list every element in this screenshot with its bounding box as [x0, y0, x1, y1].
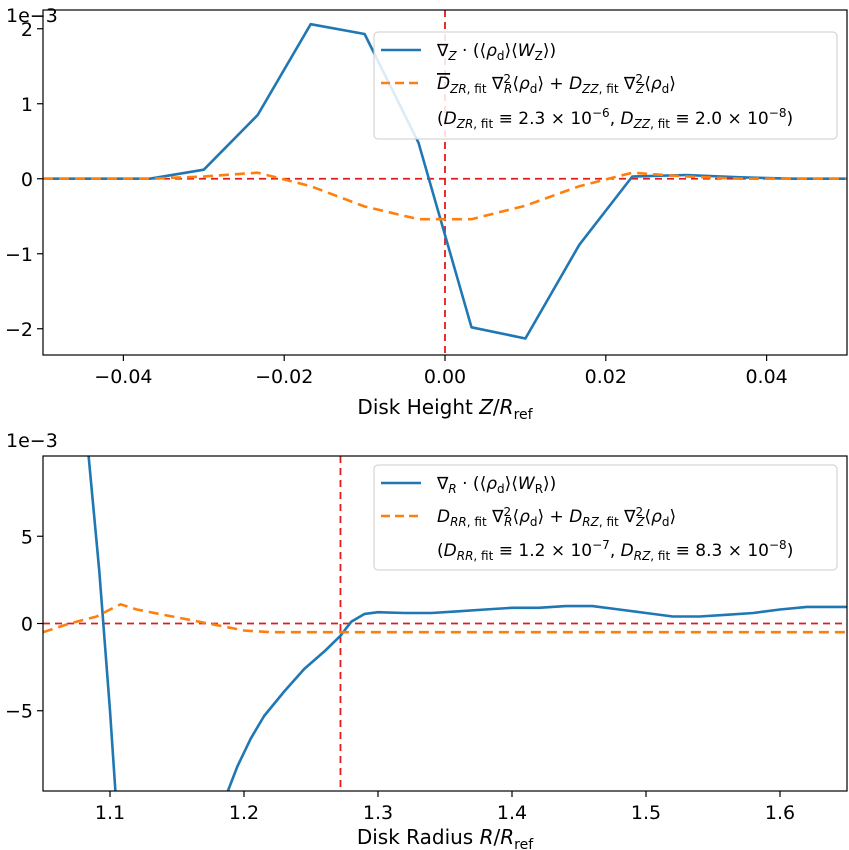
- bottom-x-tick-label: 1.6: [765, 802, 795, 824]
- bottom-x-tick-label: 1.2: [229, 802, 259, 824]
- bottom-series-divergence-line-segment-0: [87, 456, 117, 791]
- top-series-divergence-line: [43, 22, 847, 340]
- bottom-x-tick-label: 1.4: [497, 802, 527, 824]
- top-series-diffusion-fit-line: [43, 171, 847, 221]
- top-y-tick-label: −1: [5, 244, 33, 266]
- top-legend-entry-fit-values: (DZR, fit ≡ 2.3 × 10−6, DZZ, fit ≡ 2.0 ×…: [437, 106, 793, 131]
- bottom-ticks: 1.1 1.2 1.3 1.4 1.5 1.6 −5 0 5: [5, 526, 795, 824]
- bottom-x-tick-label: 1.5: [631, 802, 661, 824]
- top-y-tick-label: 0: [21, 169, 33, 191]
- top-legend-entry-fit: DZR, fit ∇2 R⟨ρd⟩ + DZZ, fit ∇2 Z⟨ρd⟩: [437, 72, 676, 96]
- bottom-legend-entry-fit: DRR, fit ∇2 R⟨ρd⟩ + DRZ, fit ∇2 Z⟨ρd⟩: [437, 505, 676, 529]
- bottom-plot-area: [43, 456, 847, 791]
- bottom-series-group: [43, 456, 847, 791]
- top-panel: −0.04 −0.02 0.00 0.02 0.04 −2 −1 0 1 2 1e−3 Disk …: [5, 5, 848, 423]
- top-x-axis-label: Disk Height Z/Rref: [357, 395, 533, 423]
- bottom-legend-entry-divergence: ∇R · (⟨ρd⟩⟨WR⟩): [436, 474, 556, 496]
- top-x-tick-label: −0.02: [255, 366, 313, 388]
- top-legend: ∇Z · (⟨ρd⟩⟨WZ⟩) DZR, fit ∇2 R⟨ρd⟩ + DZZ, …: [373, 31, 838, 140]
- top-series-group: [43, 10, 847, 355]
- top-plot-area: [43, 10, 847, 355]
- bottom-y-tick-label: −5: [5, 701, 33, 723]
- top-y-tick-label: 1: [21, 94, 33, 116]
- bottom-scale-label: 1e−3: [6, 430, 58, 452]
- bottom-x-axis-label: Disk Radius R/Rref: [357, 825, 534, 850]
- top-x-tick-label: −0.04: [94, 366, 152, 388]
- top-ticks: −0.04 −0.02 0.00 0.02 0.04 −2 −1 0 1 2: [5, 19, 788, 388]
- bottom-panel: 1.1 1.2 1.3 1.4 1.5 1.6 −5 0 5 1e−3 Disk Radius …: [5, 430, 848, 850]
- bottom-legend: ∇R · (⟨ρd⟩⟨WR⟩) DRR, fit ∇2 R⟨ρd⟩ + DRZ, …: [373, 464, 838, 571]
- top-legend-entry-divergence: ∇Z · (⟨ρd⟩⟨WZ⟩): [436, 41, 556, 63]
- bottom-y-tick-label: 0: [21, 614, 33, 636]
- top-x-tick-label: 0.00: [424, 366, 466, 388]
- bottom-y-tick-label: 5: [21, 526, 33, 548]
- bottom-series-diffusion-fit-line: [43, 602, 847, 634]
- bottom-series-divergence-line-segment-1: [226, 604, 847, 791]
- top-y-tick-label: 2: [21, 19, 33, 41]
- top-x-tick-label: 0.02: [585, 366, 627, 388]
- top-y-tick-label: −2: [5, 319, 33, 341]
- top-x-tick-label: 0.04: [745, 366, 787, 388]
- top-scale-label: 1e−3: [6, 5, 58, 27]
- bottom-legend-entry-fit-values: (DRR, fit ≡ 1.2 × 10−7, DRZ, fit ≡ 8.3 ×…: [437, 538, 793, 563]
- bottom-x-tick-label: 1.3: [363, 802, 393, 824]
- bottom-x-tick-label: 1.1: [95, 802, 125, 824]
